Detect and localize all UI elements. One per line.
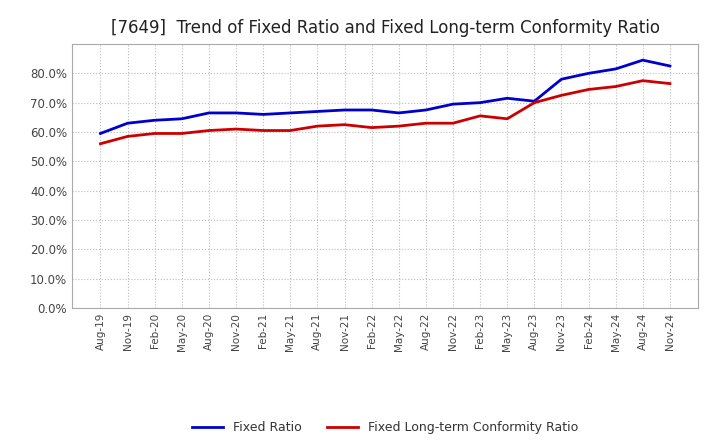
Fixed Long-term Conformity Ratio: [150, 131, 159, 136]
Fixed Ratio: [367, 107, 376, 113]
Fixed Ratio: [557, 77, 566, 82]
Fixed Long-term Conformity Ratio: [557, 93, 566, 98]
Fixed Long-term Conformity Ratio: [476, 113, 485, 118]
Fixed Long-term Conformity Ratio: [259, 128, 268, 133]
Fixed Ratio: [530, 99, 539, 104]
Fixed Long-term Conformity Ratio: [665, 81, 674, 86]
Fixed Ratio: [449, 102, 457, 107]
Fixed Ratio: [611, 66, 620, 72]
Fixed Long-term Conformity Ratio: [584, 87, 593, 92]
Fixed Long-term Conformity Ratio: [421, 121, 430, 126]
Legend: Fixed Ratio, Fixed Long-term Conformity Ratio: Fixed Ratio, Fixed Long-term Conformity …: [187, 416, 583, 439]
Title: [7649]  Trend of Fixed Ratio and Fixed Long-term Conformity Ratio: [7649] Trend of Fixed Ratio and Fixed Lo…: [111, 19, 660, 37]
Fixed Ratio: [123, 121, 132, 126]
Fixed Long-term Conformity Ratio: [123, 134, 132, 139]
Fixed Long-term Conformity Ratio: [286, 128, 294, 133]
Fixed Ratio: [313, 109, 322, 114]
Fixed Ratio: [395, 110, 403, 116]
Fixed Long-term Conformity Ratio: [639, 78, 647, 83]
Fixed Ratio: [96, 131, 105, 136]
Fixed Ratio: [204, 110, 213, 116]
Fixed Long-term Conformity Ratio: [367, 125, 376, 130]
Fixed Long-term Conformity Ratio: [96, 141, 105, 147]
Fixed Long-term Conformity Ratio: [449, 121, 457, 126]
Fixed Long-term Conformity Ratio: [313, 124, 322, 129]
Fixed Ratio: [421, 107, 430, 113]
Fixed Ratio: [178, 116, 186, 121]
Fixed Long-term Conformity Ratio: [204, 128, 213, 133]
Fixed Long-term Conformity Ratio: [395, 124, 403, 129]
Fixed Ratio: [341, 107, 349, 113]
Fixed Ratio: [476, 100, 485, 105]
Fixed Ratio: [259, 112, 268, 117]
Fixed Ratio: [639, 58, 647, 63]
Fixed Long-term Conformity Ratio: [530, 100, 539, 105]
Fixed Ratio: [150, 117, 159, 123]
Fixed Ratio: [232, 110, 240, 116]
Fixed Ratio: [286, 110, 294, 116]
Fixed Ratio: [503, 95, 511, 101]
Fixed Long-term Conformity Ratio: [178, 131, 186, 136]
Line: Fixed Long-term Conformity Ratio: Fixed Long-term Conformity Ratio: [101, 81, 670, 144]
Fixed Ratio: [584, 71, 593, 76]
Line: Fixed Ratio: Fixed Ratio: [101, 60, 670, 133]
Fixed Long-term Conformity Ratio: [503, 116, 511, 121]
Fixed Ratio: [665, 63, 674, 69]
Fixed Long-term Conformity Ratio: [232, 126, 240, 132]
Fixed Long-term Conformity Ratio: [341, 122, 349, 127]
Fixed Long-term Conformity Ratio: [611, 84, 620, 89]
